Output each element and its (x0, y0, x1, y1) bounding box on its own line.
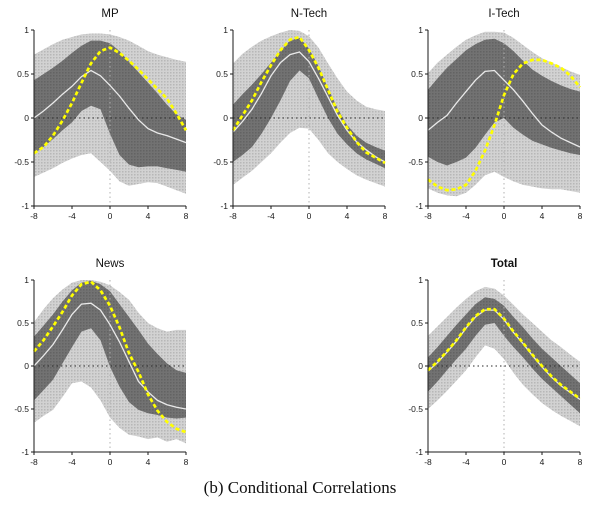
x-tick-label: 4 (540, 211, 545, 221)
y-tick-label: -0.5 (408, 404, 423, 414)
x-tick-label: -8 (30, 457, 38, 467)
x-tick-label: 4 (146, 211, 151, 221)
x-tick-label: -8 (424, 211, 432, 221)
y-tick-label: -1 (21, 447, 29, 457)
plot-title-news: News (95, 258, 125, 270)
x-tick-label: 0 (108, 211, 113, 221)
y-tick-label: 0 (418, 113, 423, 123)
x-tick-label: 8 (184, 211, 189, 221)
estimate-line (32, 280, 187, 434)
x-tick-label: -8 (30, 211, 38, 221)
inner-credible-band (428, 297, 580, 414)
y-tick-label: -1 (415, 201, 423, 211)
x-tick-label: 4 (345, 211, 350, 221)
x-tick-label: 8 (578, 211, 583, 221)
y-tick-label: 1 (223, 25, 228, 35)
x-tick-label: 8 (383, 211, 388, 221)
plot-title-total: Total (490, 258, 518, 270)
y-tick-label: 1 (24, 275, 29, 285)
y-tick-label: 0.5 (411, 69, 423, 79)
y-tick-label: 1 (418, 275, 423, 285)
x-tick-label: 0 (307, 211, 312, 221)
x-tick-label: -8 (229, 211, 237, 221)
x-tick-label: 0 (502, 457, 507, 467)
y-tick-label: 1 (418, 25, 423, 35)
y-tick-label: -1 (220, 201, 228, 211)
y-tick-label: 1 (24, 25, 29, 35)
x-tick-label: 8 (184, 457, 189, 467)
y-tick-label: -1 (21, 201, 29, 211)
x-tick-label: -4 (267, 211, 275, 221)
y-tick-label: 0 (418, 361, 423, 371)
y-tick-label: -1 (415, 447, 423, 457)
x-tick-label: 0 (108, 457, 113, 467)
subplot-ntech: -8 -4 0 4 8 1 0.5 0 -0.5 -1 (213, 25, 388, 221)
estimate-line (231, 35, 386, 165)
y-tick-label: 0 (24, 113, 29, 123)
y-tick-label: 0 (223, 113, 228, 123)
subplot-total: -8 -4 0 4 8 1 0.5 0 -0.5 -1 (408, 275, 583, 467)
plot-title-itech: I-Tech (488, 8, 520, 20)
x-tick-label: 4 (540, 457, 545, 467)
y-tick-label: -0.5 (14, 157, 29, 167)
x-tick-label: -4 (462, 211, 470, 221)
x-tick-label: 0 (502, 211, 507, 221)
y-tick-label: -0.5 (408, 157, 423, 167)
subplot-mp: -8 -4 0 4 8 1 0.5 0 -0.5 -1 (14, 25, 189, 221)
plot-title-ntech: N-Tech (290, 8, 328, 20)
x-tick-label: -8 (424, 457, 432, 467)
inner-credible-band (34, 40, 186, 172)
subplot-news: -8 -4 0 4 8 1 0.5 0 -0.5 -1 (14, 275, 189, 467)
subplot-itech: -8 -4 0 4 8 1 0.5 0 -0.5 -1 (408, 25, 583, 221)
y-tick-label: 0.5 (17, 318, 29, 328)
estimate-line (427, 307, 581, 400)
estimate-line (427, 58, 582, 192)
x-tick-label: 4 (146, 457, 151, 467)
estimate-line (33, 46, 188, 155)
y-tick-label: -0.5 (14, 404, 29, 414)
median-line (427, 69, 581, 148)
y-tick-label: 0.5 (216, 69, 228, 79)
y-tick-label: 0 (24, 361, 29, 371)
y-tick-label: 0.5 (411, 318, 423, 328)
x-tick-label: -4 (68, 457, 76, 467)
median-line (33, 69, 187, 144)
x-tick-label: -4 (68, 211, 76, 221)
median-line (33, 302, 187, 410)
x-tick-label: 8 (578, 457, 583, 467)
x-tick-label: -4 (462, 457, 470, 467)
y-tick-label: -0.5 (213, 157, 228, 167)
figure-caption: (b) Conditional Correlations (203, 478, 397, 497)
plot-title-mp: MP (101, 8, 119, 20)
y-tick-label: 0.5 (17, 69, 29, 79)
inner-credible-band (233, 37, 385, 169)
